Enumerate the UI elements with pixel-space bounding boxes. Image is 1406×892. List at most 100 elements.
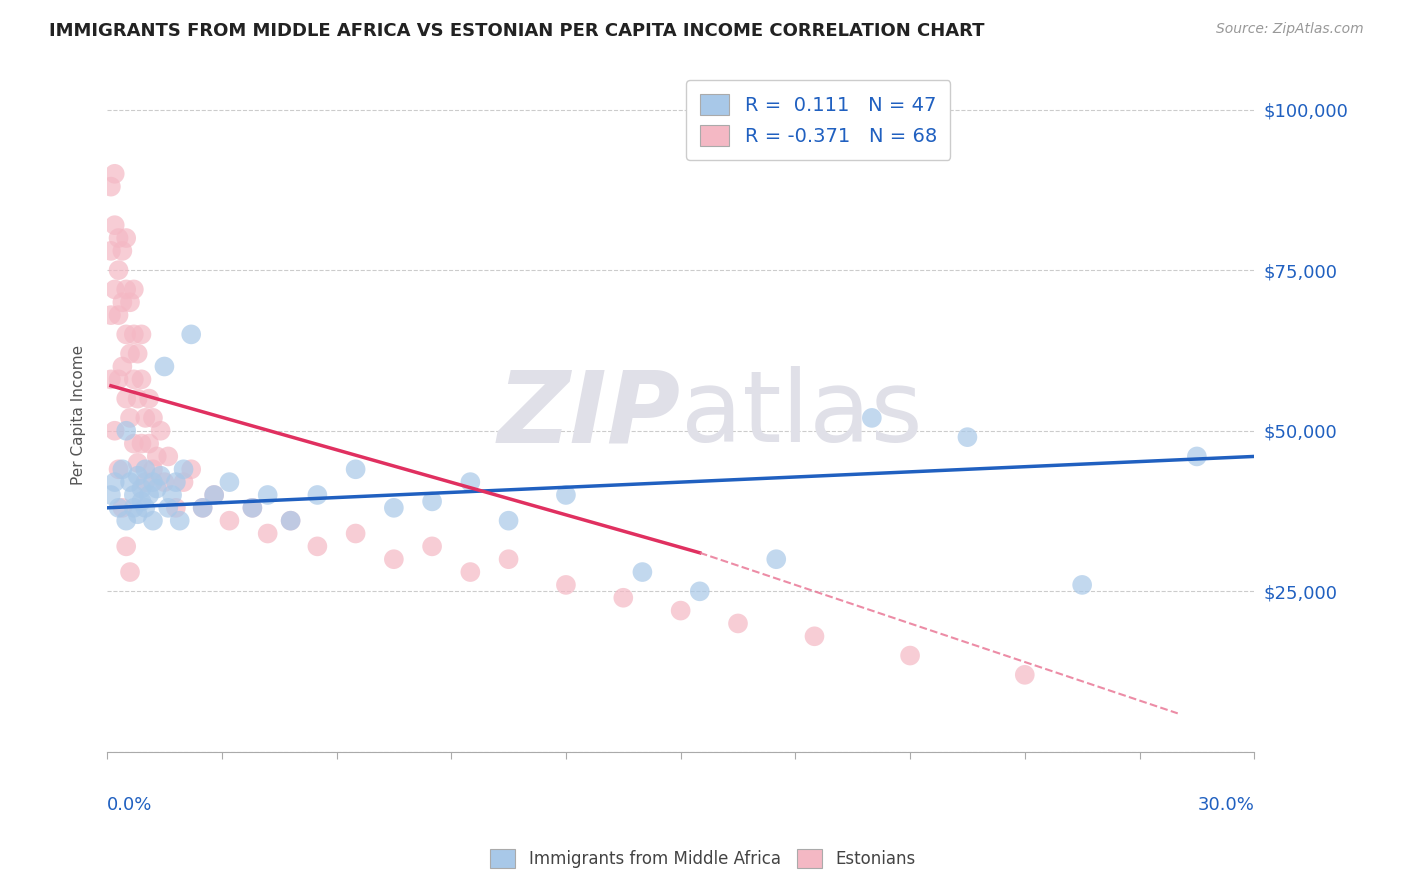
Point bbox=[180, 462, 202, 476]
Point bbox=[111, 359, 134, 374]
Point bbox=[157, 450, 180, 464]
Point bbox=[107, 263, 129, 277]
Point bbox=[153, 359, 176, 374]
Text: ZIP: ZIP bbox=[498, 367, 681, 463]
Point bbox=[127, 392, 149, 406]
Point bbox=[107, 500, 129, 515]
Point bbox=[1185, 450, 1208, 464]
Point bbox=[860, 410, 883, 425]
Point bbox=[131, 327, 153, 342]
Point bbox=[118, 295, 141, 310]
Point bbox=[202, 488, 225, 502]
Point bbox=[498, 514, 520, 528]
Point bbox=[104, 218, 127, 232]
Point bbox=[100, 372, 122, 386]
Point bbox=[669, 604, 692, 618]
Legend: R =  0.111   N = 47, R = -0.371   N = 68: R = 0.111 N = 47, R = -0.371 N = 68 bbox=[686, 80, 950, 160]
Point bbox=[111, 295, 134, 310]
Point bbox=[115, 282, 138, 296]
Point bbox=[256, 526, 278, 541]
Point bbox=[727, 616, 749, 631]
Point bbox=[134, 500, 156, 515]
Point bbox=[131, 436, 153, 450]
Point bbox=[142, 462, 165, 476]
Point bbox=[382, 500, 405, 515]
Point bbox=[115, 231, 138, 245]
Point bbox=[122, 436, 145, 450]
Point bbox=[118, 475, 141, 489]
Point bbox=[146, 482, 169, 496]
Point bbox=[142, 514, 165, 528]
Point bbox=[803, 629, 825, 643]
Point bbox=[111, 244, 134, 258]
Point bbox=[115, 327, 138, 342]
Point bbox=[612, 591, 634, 605]
Point bbox=[100, 244, 122, 258]
Point bbox=[307, 540, 329, 554]
Point bbox=[555, 578, 578, 592]
Point bbox=[127, 456, 149, 470]
Point bbox=[104, 167, 127, 181]
Point bbox=[118, 346, 141, 360]
Point bbox=[165, 500, 187, 515]
Point bbox=[127, 508, 149, 522]
Point bbox=[157, 500, 180, 515]
Point bbox=[131, 372, 153, 386]
Point bbox=[898, 648, 921, 663]
Point bbox=[107, 231, 129, 245]
Point bbox=[127, 346, 149, 360]
Point bbox=[344, 526, 367, 541]
Point bbox=[956, 430, 979, 444]
Point bbox=[191, 500, 214, 515]
Point bbox=[138, 488, 160, 502]
Point bbox=[104, 424, 127, 438]
Point bbox=[191, 500, 214, 515]
Point bbox=[115, 424, 138, 438]
Point bbox=[100, 308, 122, 322]
Point bbox=[115, 540, 138, 554]
Point bbox=[131, 494, 153, 508]
Point bbox=[420, 494, 443, 508]
Point bbox=[111, 462, 134, 476]
Point bbox=[242, 500, 264, 515]
Point bbox=[146, 450, 169, 464]
Point bbox=[107, 462, 129, 476]
Point bbox=[173, 462, 195, 476]
Point bbox=[134, 410, 156, 425]
Point bbox=[180, 327, 202, 342]
Point bbox=[122, 500, 145, 515]
Point bbox=[460, 565, 482, 579]
Point bbox=[689, 584, 711, 599]
Point bbox=[280, 514, 302, 528]
Text: IMMIGRANTS FROM MIDDLE AFRICA VS ESTONIAN PER CAPITA INCOME CORRELATION CHART: IMMIGRANTS FROM MIDDLE AFRICA VS ESTONIA… bbox=[49, 22, 984, 40]
Point bbox=[134, 462, 156, 476]
Point bbox=[218, 514, 240, 528]
Point bbox=[134, 475, 156, 489]
Point bbox=[142, 475, 165, 489]
Point bbox=[256, 488, 278, 502]
Point bbox=[218, 475, 240, 489]
Point bbox=[104, 282, 127, 296]
Point bbox=[460, 475, 482, 489]
Point bbox=[382, 552, 405, 566]
Y-axis label: Per Capita Income: Per Capita Income bbox=[72, 344, 86, 484]
Point bbox=[138, 392, 160, 406]
Point bbox=[122, 327, 145, 342]
Legend: Immigrants from Middle Africa, Estonians: Immigrants from Middle Africa, Estonians bbox=[484, 843, 922, 875]
Point bbox=[107, 308, 129, 322]
Point bbox=[138, 436, 160, 450]
Point bbox=[131, 482, 153, 496]
Point bbox=[153, 475, 176, 489]
Point bbox=[122, 372, 145, 386]
Point bbox=[555, 488, 578, 502]
Point bbox=[242, 500, 264, 515]
Point bbox=[765, 552, 787, 566]
Point bbox=[118, 410, 141, 425]
Point bbox=[149, 424, 172, 438]
Point bbox=[118, 565, 141, 579]
Point bbox=[202, 488, 225, 502]
Text: 0.0%: 0.0% bbox=[107, 796, 152, 814]
Point bbox=[104, 475, 127, 489]
Text: atlas: atlas bbox=[681, 367, 922, 463]
Point bbox=[142, 410, 165, 425]
